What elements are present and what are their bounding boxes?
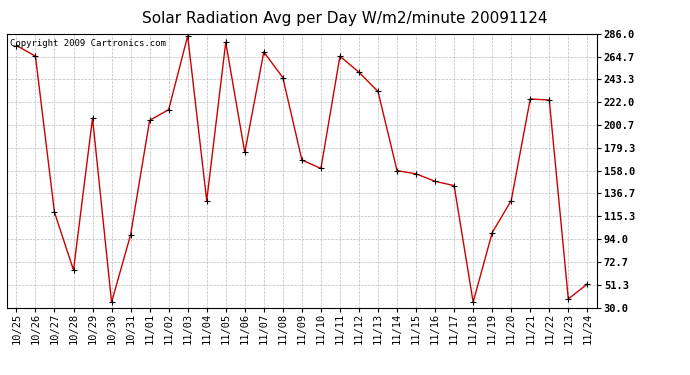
Text: Solar Radiation Avg per Day W/m2/minute 20091124: Solar Radiation Avg per Day W/m2/minute … bbox=[142, 11, 548, 26]
Text: Copyright 2009 Cartronics.com: Copyright 2009 Cartronics.com bbox=[10, 39, 166, 48]
